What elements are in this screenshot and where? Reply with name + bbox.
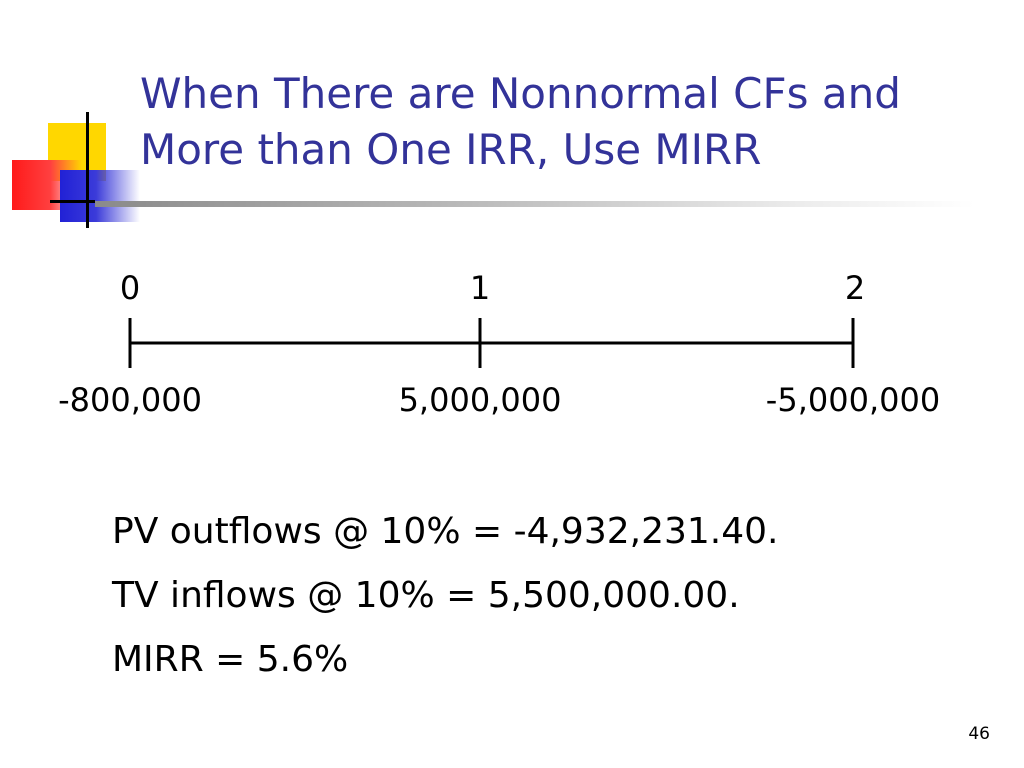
decorative-vertical-line — [86, 112, 89, 228]
body-line-tv-inflows: TV inflows @ 10% = 5,500,000.00. — [112, 575, 740, 616]
slide-title-line-2: More than One IRR, Use MIRR — [140, 125, 762, 174]
period-label-0: 0 — [119, 269, 141, 307]
period-label-1: 1 — [469, 269, 491, 307]
slide-title: When There are Nonnormal CFs and More th… — [140, 66, 1000, 178]
body-line-mirr: MIRR = 5.6% — [112, 639, 349, 680]
slide-title-line-1: When There are Nonnormal CFs and — [140, 69, 901, 118]
period-label-2: 2 — [844, 269, 866, 307]
cash-flow-0: -800,000 — [58, 381, 202, 419]
cash-flow-2: -5,000,000 — [765, 381, 941, 419]
title-underline-rule — [95, 201, 975, 207]
cash-flow-1: 5,000,000 — [398, 381, 562, 419]
decorative-blue-square — [60, 170, 140, 222]
page-number: 46 — [968, 724, 990, 744]
body-text: PV outflows @ 10% = -4,932,231.40. TV in… — [112, 500, 992, 692]
body-line-pv-outflows: PV outflows @ 10% = -4,932,231.40. — [112, 511, 779, 552]
decorative-horizontal-line — [50, 200, 95, 203]
